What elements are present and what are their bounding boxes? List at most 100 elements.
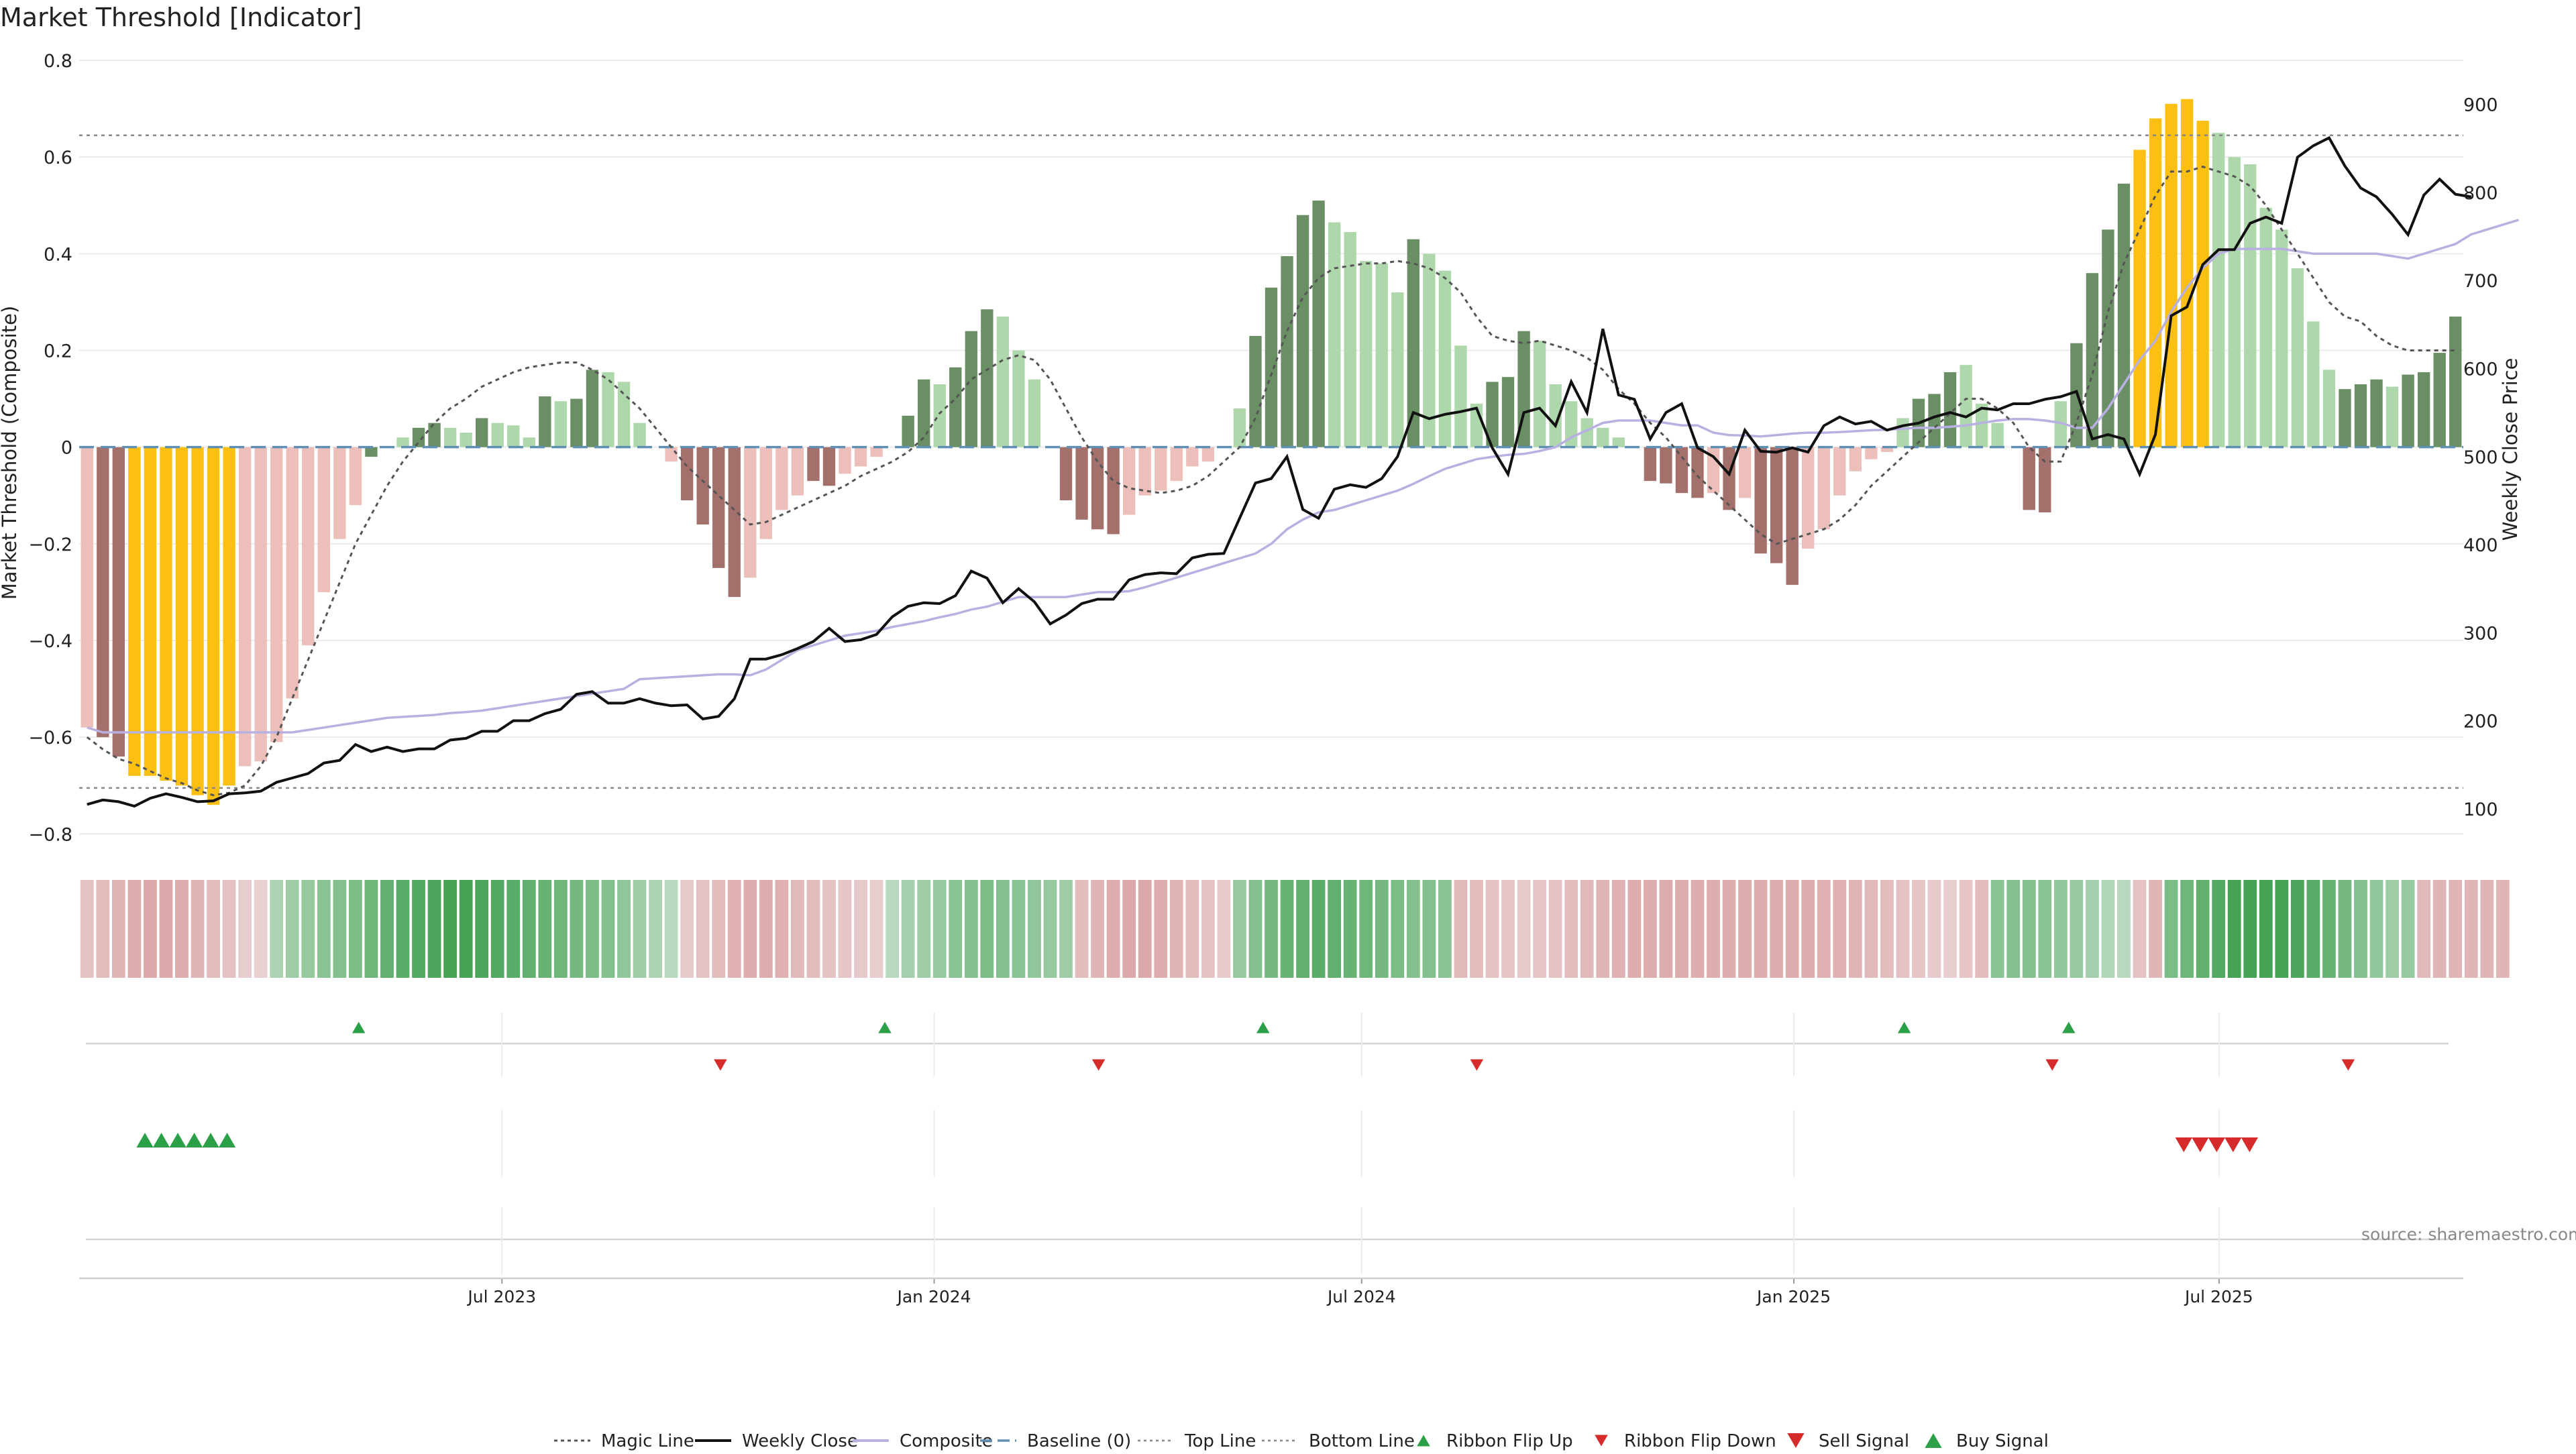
composite-bar xyxy=(2291,268,2304,447)
ribbon-cell xyxy=(1833,880,1847,978)
ribbon-cell xyxy=(1611,880,1625,978)
x-tick-label: Jul 2025 xyxy=(2184,1287,2253,1306)
x-tick-label: Jul 2024 xyxy=(1326,1287,1396,1306)
composite-bar xyxy=(965,331,977,447)
ribbon-cell xyxy=(2006,880,2021,978)
ribbon-cell xyxy=(127,880,142,978)
composite-bar xyxy=(333,447,346,539)
legend-item: Sell Signal xyxy=(1787,1431,1909,1451)
composite-bar xyxy=(2054,401,2068,447)
ribbon-cell xyxy=(791,880,804,978)
ribbon-cell xyxy=(2290,880,2304,978)
composite-bar xyxy=(2385,386,2399,447)
composite-bar xyxy=(1723,447,1735,510)
composite-bar xyxy=(97,447,109,738)
buy-signal-marker xyxy=(202,1133,219,1148)
legend-item: Top Line xyxy=(1138,1431,1256,1451)
legend-item: Composite xyxy=(853,1431,993,1451)
ribbon-cell xyxy=(159,880,173,978)
legend-item: Ribbon Flip Down xyxy=(1595,1431,1776,1451)
composite-bar xyxy=(2275,229,2288,447)
ribbon-cell xyxy=(712,880,726,978)
buy-signal-marker xyxy=(169,1133,186,1148)
composite-bar xyxy=(1691,447,1704,498)
x-tick-label: Jul 2023 xyxy=(466,1287,536,1306)
ribbon-cell xyxy=(996,880,1010,978)
composite-bar xyxy=(839,447,851,474)
composite-bar xyxy=(1091,447,1104,530)
composite-bar xyxy=(696,447,709,525)
ribbon-cell xyxy=(1217,880,1231,978)
ribbon-cell xyxy=(1280,880,1294,978)
ribbon-cell xyxy=(949,880,963,978)
ribbon-cell xyxy=(2464,880,2478,978)
composite-bar xyxy=(2417,372,2430,447)
composite-bar xyxy=(2322,370,2336,447)
composite-bar xyxy=(491,423,504,447)
ribbon-cell xyxy=(1990,880,2004,978)
composite-bar xyxy=(1501,377,1515,447)
ribbon-cell xyxy=(664,880,678,978)
legend-label: Buy Signal xyxy=(1956,1431,2049,1451)
ribbon-flip-down-marker xyxy=(1470,1059,1484,1071)
composite-bar xyxy=(1517,331,1530,447)
ribbon-cell xyxy=(1785,880,1799,978)
composite-bar xyxy=(302,447,315,646)
composite-bar xyxy=(1375,263,1388,447)
composite-bar xyxy=(1580,418,1593,447)
composite-bar xyxy=(443,427,457,447)
weekly-close-line xyxy=(87,135,2472,808)
ribbon-cell xyxy=(1296,880,1309,978)
composite-bar xyxy=(1438,270,1452,447)
y2-tick-label: 700 xyxy=(2463,271,2498,292)
composite-bar xyxy=(744,447,757,578)
legend-label: Ribbon Flip Down xyxy=(1624,1431,1776,1451)
composite-bar xyxy=(539,396,551,447)
buy-signal-marker xyxy=(185,1133,203,1148)
composite-bar xyxy=(1296,215,1309,447)
composite-bar xyxy=(1407,239,1420,447)
composite-bar xyxy=(2039,447,2051,513)
ribbon-cell xyxy=(1422,880,1436,978)
legend-triangle-up-icon xyxy=(1417,1435,1430,1447)
legend-item: Buy Signal xyxy=(1925,1431,2049,1451)
legend-label: Weekly Close xyxy=(742,1431,858,1451)
sell-signal-marker xyxy=(2192,1137,2209,1152)
y2-tick-label: 500 xyxy=(2463,447,2498,468)
ribbon-cell xyxy=(1311,880,1326,978)
composite-bar xyxy=(2433,353,2446,447)
ribbon-cell xyxy=(1659,880,1673,978)
ribbon-cell xyxy=(696,880,710,978)
legend-item: Weekly Close xyxy=(695,1431,858,1451)
ribbon-cell xyxy=(932,880,947,978)
ribbon-cell xyxy=(2480,880,2494,978)
ribbon-cell xyxy=(727,880,741,978)
ribbon-cell xyxy=(553,880,568,978)
ribbon-cell xyxy=(1438,880,1452,978)
composite-bar xyxy=(365,447,378,457)
composite-bar xyxy=(1754,447,1767,554)
ribbon-flip-down-marker xyxy=(2341,1059,2355,1071)
composite-bar xyxy=(1770,447,1783,563)
ribbon-cell xyxy=(412,880,425,978)
ribbon-cell xyxy=(1596,880,1610,978)
ribbon-cell xyxy=(1912,880,1925,978)
ribbon-cell xyxy=(885,880,900,978)
composite-bar xyxy=(1612,437,1625,447)
ribbon-cell xyxy=(475,880,489,978)
ribbon-cell xyxy=(2401,880,2415,978)
ribbon-cell xyxy=(427,880,441,978)
composite-bar xyxy=(270,447,283,742)
composite-bar xyxy=(2180,99,2194,447)
ribbon-cell xyxy=(1533,880,1547,978)
ribbon-cell xyxy=(254,880,268,978)
ribbon-cell xyxy=(1548,880,1562,978)
composite-bar xyxy=(1975,403,1988,447)
x-tick-label: Jan 2025 xyxy=(1756,1287,1831,1306)
composite-bar xyxy=(1344,231,1356,447)
ribbon-cell xyxy=(570,880,584,978)
composite-bar xyxy=(807,447,820,482)
composite-bar xyxy=(1107,447,1120,535)
ribbon-cell xyxy=(2070,880,2084,978)
legend-label: Sell Signal xyxy=(1819,1431,1909,1451)
